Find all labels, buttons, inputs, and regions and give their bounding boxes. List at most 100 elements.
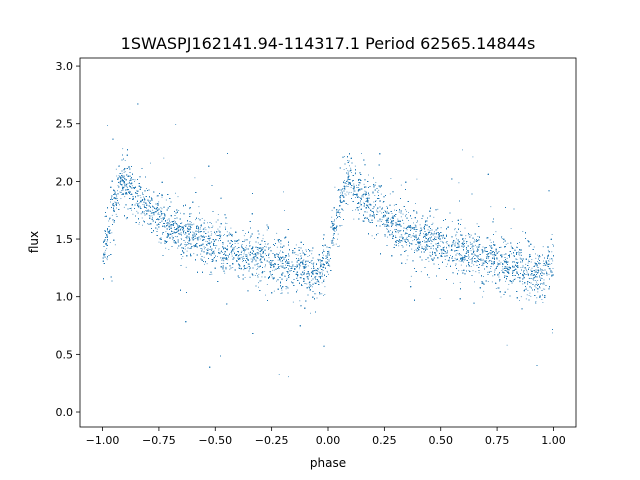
data-point bbox=[143, 213, 145, 214]
data-point bbox=[367, 198, 369, 200]
data-point bbox=[306, 283, 308, 285]
data-point bbox=[405, 263, 407, 264]
data-point bbox=[186, 244, 187, 246]
data-point bbox=[406, 244, 408, 246]
data-point bbox=[344, 156, 345, 157]
data-point bbox=[484, 249, 486, 251]
data-point bbox=[231, 234, 233, 235]
data-point bbox=[472, 245, 474, 246]
data-point bbox=[281, 289, 283, 291]
data-point bbox=[455, 241, 457, 243]
data-point bbox=[536, 276, 538, 277]
data-point bbox=[158, 241, 160, 243]
data-point bbox=[119, 204, 120, 206]
data-point bbox=[447, 250, 448, 251]
data-point bbox=[425, 241, 427, 242]
data-point bbox=[318, 260, 319, 262]
data-point bbox=[264, 253, 266, 255]
data-point bbox=[429, 230, 431, 231]
data-point bbox=[453, 282, 454, 284]
data-point bbox=[386, 228, 388, 230]
data-point bbox=[175, 241, 176, 242]
data-point bbox=[129, 182, 130, 184]
data-point bbox=[377, 211, 379, 213]
data-point bbox=[175, 124, 177, 125]
data-point bbox=[427, 248, 428, 250]
data-point bbox=[134, 187, 136, 189]
data-point bbox=[490, 242, 492, 243]
data-point bbox=[507, 288, 509, 290]
data-point bbox=[405, 214, 407, 215]
data-point bbox=[327, 271, 328, 273]
data-point bbox=[316, 281, 318, 283]
data-point bbox=[323, 267, 325, 268]
data-point bbox=[478, 272, 480, 274]
data-point bbox=[249, 237, 251, 239]
data-point bbox=[345, 185, 347, 187]
data-point bbox=[165, 231, 167, 233]
data-point bbox=[281, 262, 283, 264]
data-point bbox=[324, 294, 326, 295]
data-point bbox=[340, 192, 342, 194]
data-point bbox=[360, 198, 361, 199]
data-point bbox=[257, 275, 258, 276]
data-point bbox=[547, 256, 548, 258]
data-point bbox=[328, 260, 330, 262]
data-point bbox=[283, 191, 284, 193]
data-point bbox=[106, 248, 108, 250]
data-point bbox=[491, 261, 493, 263]
data-point bbox=[495, 231, 497, 233]
data-point bbox=[503, 254, 505, 256]
data-point bbox=[136, 192, 137, 194]
data-point bbox=[210, 231, 212, 233]
data-point bbox=[193, 223, 195, 225]
data-point bbox=[180, 245, 181, 246]
data-point bbox=[456, 232, 458, 233]
data-point bbox=[213, 242, 214, 244]
data-point bbox=[316, 263, 317, 264]
data-point bbox=[183, 225, 185, 227]
data-point bbox=[493, 264, 494, 266]
data-point bbox=[425, 237, 427, 239]
data-point bbox=[204, 248, 205, 250]
data-point bbox=[483, 260, 485, 262]
data-point bbox=[257, 265, 259, 267]
data-point bbox=[154, 211, 156, 213]
data-point bbox=[217, 228, 219, 230]
data-point bbox=[381, 216, 383, 218]
data-point bbox=[243, 235, 245, 237]
data-point bbox=[499, 280, 500, 282]
data-point bbox=[400, 216, 402, 218]
data-point bbox=[219, 231, 220, 233]
data-point bbox=[144, 211, 145, 213]
data-point bbox=[163, 157, 165, 159]
data-point bbox=[317, 270, 318, 272]
data-point bbox=[451, 221, 453, 222]
data-point bbox=[489, 245, 491, 247]
data-point bbox=[481, 265, 483, 266]
data-point bbox=[395, 224, 397, 226]
data-point bbox=[264, 259, 266, 261]
data-point bbox=[462, 247, 464, 248]
data-point bbox=[166, 219, 168, 221]
data-point bbox=[109, 242, 111, 243]
data-point bbox=[512, 266, 513, 268]
data-point bbox=[329, 265, 331, 267]
data-point bbox=[124, 171, 126, 173]
data-point bbox=[188, 243, 190, 245]
data-point bbox=[118, 175, 120, 177]
data-point bbox=[330, 240, 332, 242]
data-point bbox=[522, 283, 524, 285]
data-point bbox=[148, 215, 150, 216]
data-point bbox=[181, 239, 182, 240]
data-point bbox=[141, 212, 143, 214]
data-point bbox=[311, 250, 313, 252]
data-point bbox=[414, 224, 416, 226]
data-point bbox=[521, 258, 522, 260]
data-point bbox=[548, 273, 550, 275]
data-point bbox=[334, 186, 336, 188]
data-point bbox=[505, 268, 506, 269]
data-point bbox=[451, 244, 452, 246]
data-point bbox=[181, 222, 183, 224]
data-point bbox=[114, 201, 116, 203]
